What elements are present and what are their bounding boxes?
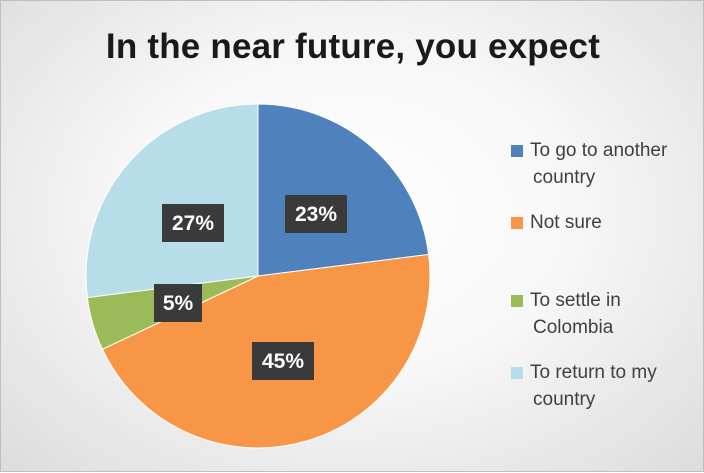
pie-slice-another-country	[257, 103, 430, 277]
pie-slice-return-country	[85, 103, 259, 299]
data-label-text-return-country: 27%	[172, 212, 214, 235]
legend-label-return-country-line1: To return to my	[530, 362, 657, 383]
legend-label-settle-colombia-line2: Colombia	[533, 317, 614, 338]
data-label-text-another-country: 23%	[295, 203, 337, 226]
data-label-text-not-sure: 45%	[262, 350, 304, 373]
data-label-settle-colombia: 5%	[154, 284, 202, 322]
legend-label-not-sure: Not sure	[530, 212, 602, 233]
data-label-return-country: 27%	[162, 204, 224, 242]
legend-swatch-not-sure	[511, 217, 523, 229]
legend-swatch-settle-colombia	[511, 295, 523, 307]
legend-label-another-country-line2: country	[533, 167, 596, 188]
data-label-another-country: 23%	[285, 195, 347, 233]
legend-swatch-return-country	[511, 367, 523, 379]
data-label-text-settle-colombia: 5%	[163, 292, 194, 315]
legend-label-return-country-line2: country	[533, 389, 596, 410]
data-label-box-not-sure	[252, 342, 314, 380]
data-label-box-return-country	[162, 204, 224, 242]
legend-label-another-country-line1: To go to another	[530, 140, 668, 161]
data-label-box-another-country	[285, 195, 347, 233]
data-label-not-sure: 45%	[252, 342, 314, 380]
data-label-box-settle-colombia	[154, 284, 202, 322]
chart-title: In the near future, you expect	[105, 27, 601, 66]
legend-label-settle-colombia-line1: To settle in	[530, 290, 621, 311]
legend-swatch-another-country	[511, 145, 523, 157]
